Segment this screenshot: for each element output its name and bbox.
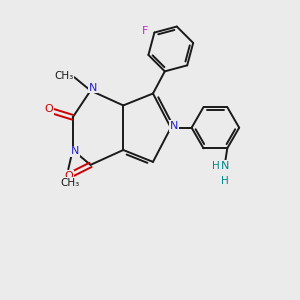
Text: H: H xyxy=(221,176,229,186)
Text: O: O xyxy=(45,104,53,114)
Text: N: N xyxy=(221,161,229,171)
Text: O: O xyxy=(64,171,73,181)
Text: F: F xyxy=(142,26,149,36)
Text: N: N xyxy=(89,82,97,93)
Text: H: H xyxy=(212,161,220,171)
Text: N: N xyxy=(170,121,178,131)
Text: N: N xyxy=(71,146,79,157)
Text: CH₃: CH₃ xyxy=(54,71,74,81)
Text: CH₃: CH₃ xyxy=(60,178,80,188)
